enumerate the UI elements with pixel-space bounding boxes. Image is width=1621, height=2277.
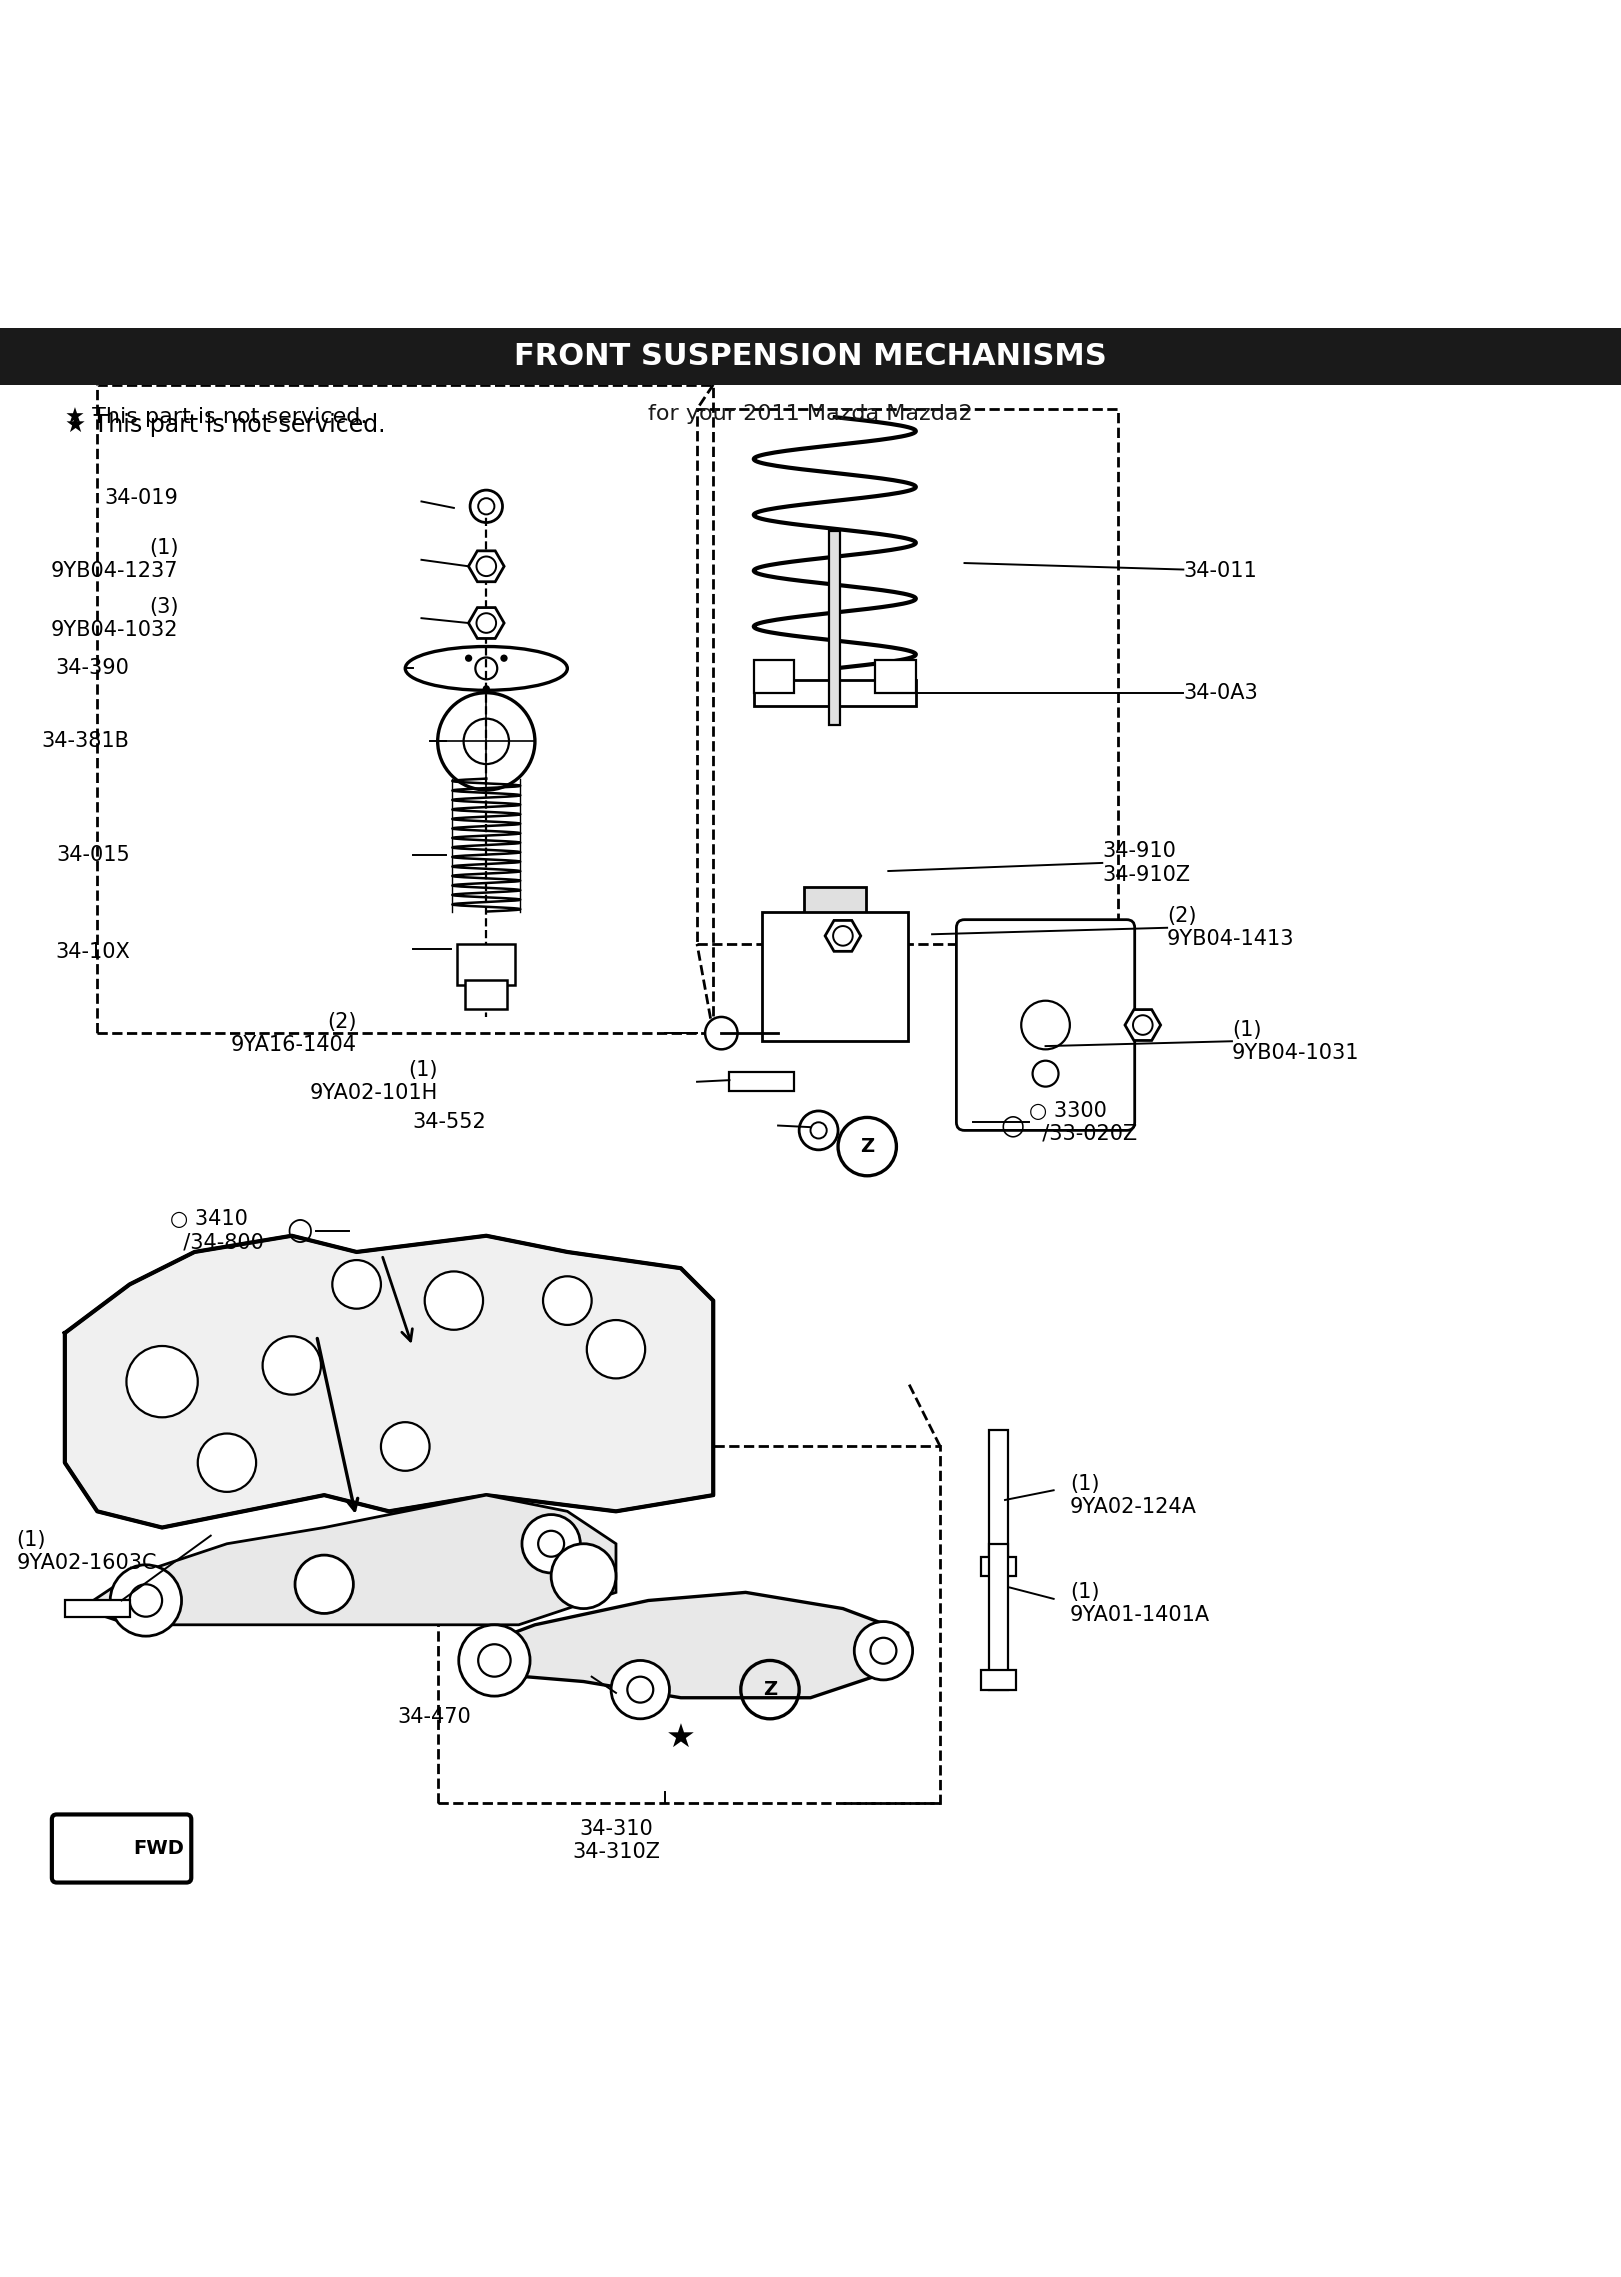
Text: for your 2011 Mazda Mazda2: for your 2011 Mazda Mazda2: [648, 405, 973, 424]
Circle shape: [381, 1423, 430, 1471]
Bar: [697, 410, 1118, 945]
Text: ○: ○: [287, 1216, 313, 1246]
Bar: [981, 1557, 1016, 1576]
Circle shape: [332, 1259, 381, 1309]
Circle shape: [587, 1321, 645, 1378]
Bar: [754, 660, 794, 692]
Polygon shape: [468, 608, 504, 638]
Text: ★: ★: [666, 1721, 695, 1756]
Circle shape: [465, 653, 472, 663]
Circle shape: [538, 1530, 564, 1557]
Bar: [989, 1544, 1008, 1690]
Bar: [729, 1072, 794, 1091]
Bar: [762, 911, 908, 1041]
Polygon shape: [468, 551, 504, 581]
Polygon shape: [1125, 1009, 1161, 1041]
Text: (1)
9YB04-1031: (1) 9YB04-1031: [1232, 1020, 1360, 1063]
Circle shape: [551, 1544, 616, 1608]
Text: ○ 3300
  /33-020Z: ○ 3300 /33-020Z: [1029, 1100, 1138, 1143]
Text: 34-381B: 34-381B: [42, 731, 130, 751]
Text: Z: Z: [763, 1680, 776, 1699]
Circle shape: [478, 1644, 511, 1676]
Circle shape: [425, 1271, 483, 1330]
Text: FWD: FWD: [133, 1840, 183, 1858]
Text: 34-552: 34-552: [413, 1111, 486, 1132]
Circle shape: [459, 1626, 530, 1696]
FancyBboxPatch shape: [956, 920, 1135, 1129]
Text: 34-470: 34-470: [397, 1708, 470, 1728]
Circle shape: [110, 1564, 182, 1637]
Text: ★ This part is not serviced.: ★ This part is not serviced.: [65, 412, 386, 437]
Bar: [457, 945, 515, 984]
Circle shape: [705, 1018, 738, 1050]
Bar: [989, 1430, 1008, 1576]
Text: ★ This part is not serviced.: ★ This part is not serviced.: [65, 408, 368, 428]
Text: (3)
9YB04-1032: (3) 9YB04-1032: [50, 597, 178, 640]
Bar: [804, 888, 866, 945]
Circle shape: [483, 685, 490, 692]
Text: 34-310
34-310Z: 34-310 34-310Z: [572, 1819, 660, 1863]
Circle shape: [627, 1676, 653, 1703]
Bar: [438, 1446, 940, 1803]
Text: (1)
9YA01-1401A: (1) 9YA01-1401A: [1070, 1583, 1209, 1626]
Circle shape: [522, 1514, 580, 1573]
Circle shape: [198, 1435, 256, 1491]
Polygon shape: [81, 1496, 616, 1626]
Bar: [791, 945, 879, 977]
Circle shape: [126, 1346, 198, 1416]
Circle shape: [543, 1277, 592, 1325]
Circle shape: [870, 1637, 896, 1664]
Bar: [465, 979, 507, 1009]
Circle shape: [130, 1585, 162, 1617]
Text: Z: Z: [861, 1136, 874, 1157]
Text: ○ 3410
  /34-800: ○ 3410 /34-800: [170, 1209, 264, 1252]
Text: 34-10X: 34-10X: [55, 943, 130, 963]
Bar: [981, 1671, 1016, 1690]
Text: ○: ○: [1002, 1111, 1024, 1138]
Bar: [830, 531, 840, 724]
Circle shape: [478, 499, 494, 515]
Text: 34-390: 34-390: [55, 658, 130, 679]
Text: (1)
9YB04-1237: (1) 9YB04-1237: [50, 537, 178, 581]
Text: 34-015: 34-015: [57, 845, 130, 865]
Text: (1)
9YA02-124A: (1) 9YA02-124A: [1070, 1473, 1196, 1516]
Text: (2)
9YA16-1404: (2) 9YA16-1404: [230, 1011, 357, 1054]
Circle shape: [263, 1337, 321, 1394]
Text: (1)
9YA02-101H: (1) 9YA02-101H: [310, 1061, 438, 1104]
Polygon shape: [825, 920, 861, 952]
Circle shape: [611, 1660, 669, 1719]
Bar: [0, 328, 1621, 385]
Polygon shape: [470, 1592, 908, 1699]
Text: 34-019: 34-019: [104, 487, 178, 508]
Text: (1)
9YA02-1603C: (1) 9YA02-1603C: [16, 1530, 157, 1573]
Text: FRONT SUSPENSION MECHANISMS: FRONT SUSPENSION MECHANISMS: [514, 342, 1107, 371]
Text: 34-910
34-910Z: 34-910 34-910Z: [1102, 840, 1190, 883]
Circle shape: [295, 1555, 353, 1614]
Circle shape: [1033, 1061, 1059, 1086]
Bar: [754, 681, 916, 706]
Text: 34-0A3: 34-0A3: [1183, 683, 1258, 704]
Text: 34-011: 34-011: [1183, 560, 1256, 581]
Circle shape: [501, 653, 507, 663]
FancyBboxPatch shape: [52, 1815, 191, 1883]
Text: (2)
9YB04-1413: (2) 9YB04-1413: [1167, 906, 1295, 950]
Bar: [97, 385, 713, 1034]
Polygon shape: [65, 1236, 713, 1528]
Bar: [875, 660, 916, 692]
Circle shape: [1021, 1000, 1070, 1050]
Bar: [65, 1601, 130, 1617]
Circle shape: [854, 1621, 913, 1680]
